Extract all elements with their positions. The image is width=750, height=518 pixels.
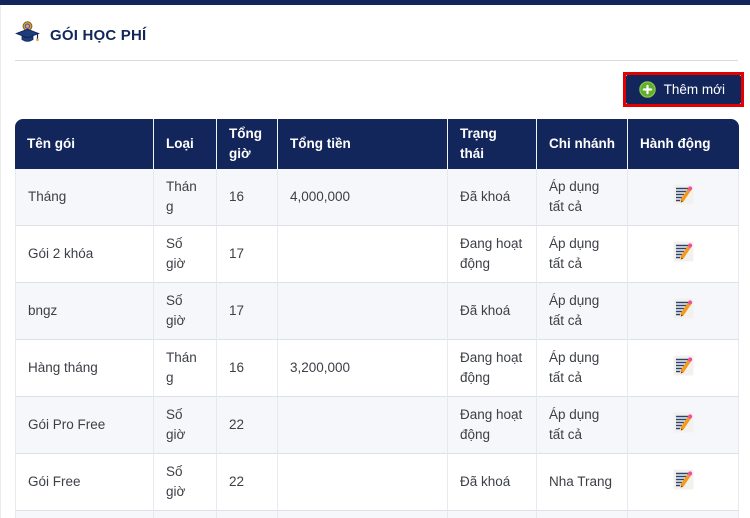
- cell-action: [628, 340, 739, 397]
- cell-total-hours: 17: [217, 226, 278, 283]
- memo-edit-icon[interactable]: [673, 355, 694, 376]
- cell-package-name: Gói Free: [15, 454, 154, 511]
- page-header: GÓI HỌC PHÍ: [1, 19, 750, 60]
- col-header-package-name: Tên gói: [15, 119, 154, 169]
- col-header-type: Loại: [154, 119, 217, 169]
- table-row: bngz Số giờ 17 Đã khoá Áp dụng tất cả: [15, 283, 739, 340]
- top-accent-bar: [0, 0, 750, 5]
- cell-status: Đã khoá: [448, 169, 537, 226]
- cell-total-hours: 16: [217, 340, 278, 397]
- cell-package-name: bngz: [15, 283, 154, 340]
- cell-total-amount: [278, 226, 448, 283]
- packages-table: Tên gói Loại Tổng giờ Tổng tiền Trạng th…: [15, 119, 739, 518]
- cell-branch: Áp dụng tất cả: [537, 283, 628, 340]
- memo-edit-icon[interactable]: [673, 241, 694, 262]
- add-new-button-label: Thêm mới: [663, 82, 725, 97]
- cell-total-hours: 16: [217, 169, 278, 226]
- cell-status: Đã khoá: [448, 283, 537, 340]
- col-header-status: Trạng thái: [448, 119, 537, 169]
- table-row: Gói Pro Free Số giờ 22 Đang hoạt động Áp…: [15, 397, 739, 454]
- table-row: Tháng Tháng 16 4,000,000 Đã khoá Áp dụng…: [15, 169, 739, 226]
- cell-branch: Nha Trang: [537, 511, 628, 518]
- col-header-branch: Chi nhánh: [537, 119, 628, 169]
- cell-action: [628, 511, 739, 518]
- cell-branch: Áp dụng tất cả: [537, 340, 628, 397]
- col-header-total-amount: Tổng tiền: [278, 119, 448, 169]
- table-row: Gói 22h Số giờ 22 Đã khoá Nha Trang: [15, 511, 739, 518]
- table-row: Hàng tháng Tháng 16 3,200,000 Đang hoạt …: [15, 340, 739, 397]
- memo-edit-icon[interactable]: [673, 298, 694, 319]
- header-divider: [15, 60, 738, 61]
- cell-total-amount: [278, 283, 448, 340]
- cell-type: Số giờ: [154, 283, 217, 340]
- annotation-highlight-box: Thêm mới: [622, 72, 744, 107]
- cell-type: Số giờ: [154, 454, 217, 511]
- add-new-button[interactable]: Thêm mới: [625, 75, 741, 104]
- table-header-row: Tên gói Loại Tổng giờ Tổng tiền Trạng th…: [15, 119, 739, 169]
- memo-edit-icon[interactable]: [673, 412, 694, 433]
- cell-package-name: Gói 2 khóa: [15, 226, 154, 283]
- cell-branch: Áp dụng tất cả: [537, 226, 628, 283]
- cell-total-amount: [278, 454, 448, 511]
- table-row: Gói Free Số giờ 22 Đã khoá Nha Trang: [15, 454, 739, 511]
- memo-edit-icon[interactable]: [673, 184, 694, 205]
- plus-circle-icon: [638, 81, 656, 98]
- cell-branch: Áp dụng tất cả: [537, 169, 628, 226]
- table-row: Gói 2 khóa Số giờ 17 Đang hoạt động Áp d…: [15, 226, 739, 283]
- cell-status: Đang hoạt động: [448, 397, 537, 454]
- cell-total-amount: 4,000,000: [278, 169, 448, 226]
- cell-type: Số giờ: [154, 511, 217, 518]
- tuition-packages-page: GÓI HỌC PHÍ Thêm mới Tên gói Loại: [0, 5, 750, 518]
- cell-action: [628, 454, 739, 511]
- cell-type: Tháng: [154, 340, 217, 397]
- page-title: GÓI HỌC PHÍ: [50, 27, 147, 44]
- col-header-action: Hành động: [628, 119, 739, 169]
- cell-package-name: Tháng: [15, 169, 154, 226]
- toolbar: Thêm mới: [1, 61, 750, 119]
- cell-total-hours: 22: [217, 397, 278, 454]
- cell-type: Số giờ: [154, 226, 217, 283]
- cell-type: Tháng: [154, 169, 217, 226]
- col-header-total-hours: Tổng giờ: [217, 119, 278, 169]
- cell-action: [628, 283, 739, 340]
- cell-branch: Áp dụng tất cả: [537, 397, 628, 454]
- cell-branch: Nha Trang: [537, 454, 628, 511]
- cell-total-amount: [278, 397, 448, 454]
- cell-action: [628, 397, 739, 454]
- cell-status: Đang hoạt động: [448, 340, 537, 397]
- graduation-cap-coin-icon: [15, 21, 41, 50]
- cell-action: [628, 169, 739, 226]
- cell-total-hours: 17: [217, 283, 278, 340]
- cell-package-name: Gói Pro Free: [15, 397, 154, 454]
- cell-package-name: Gói 22h: [15, 511, 154, 518]
- cell-package-name: Hàng tháng: [15, 340, 154, 397]
- cell-total-amount: 3,200,000: [278, 340, 448, 397]
- cell-action: [628, 226, 739, 283]
- memo-edit-icon[interactable]: [673, 469, 694, 490]
- cell-total-amount: [278, 511, 448, 518]
- cell-total-hours: 22: [217, 454, 278, 511]
- cell-status: Đã khoá: [448, 454, 537, 511]
- cell-status: Đang hoạt động: [448, 226, 537, 283]
- cell-total-hours: 22: [217, 511, 278, 518]
- cell-type: Số giờ: [154, 397, 217, 454]
- cell-status: Đã khoá: [448, 511, 537, 518]
